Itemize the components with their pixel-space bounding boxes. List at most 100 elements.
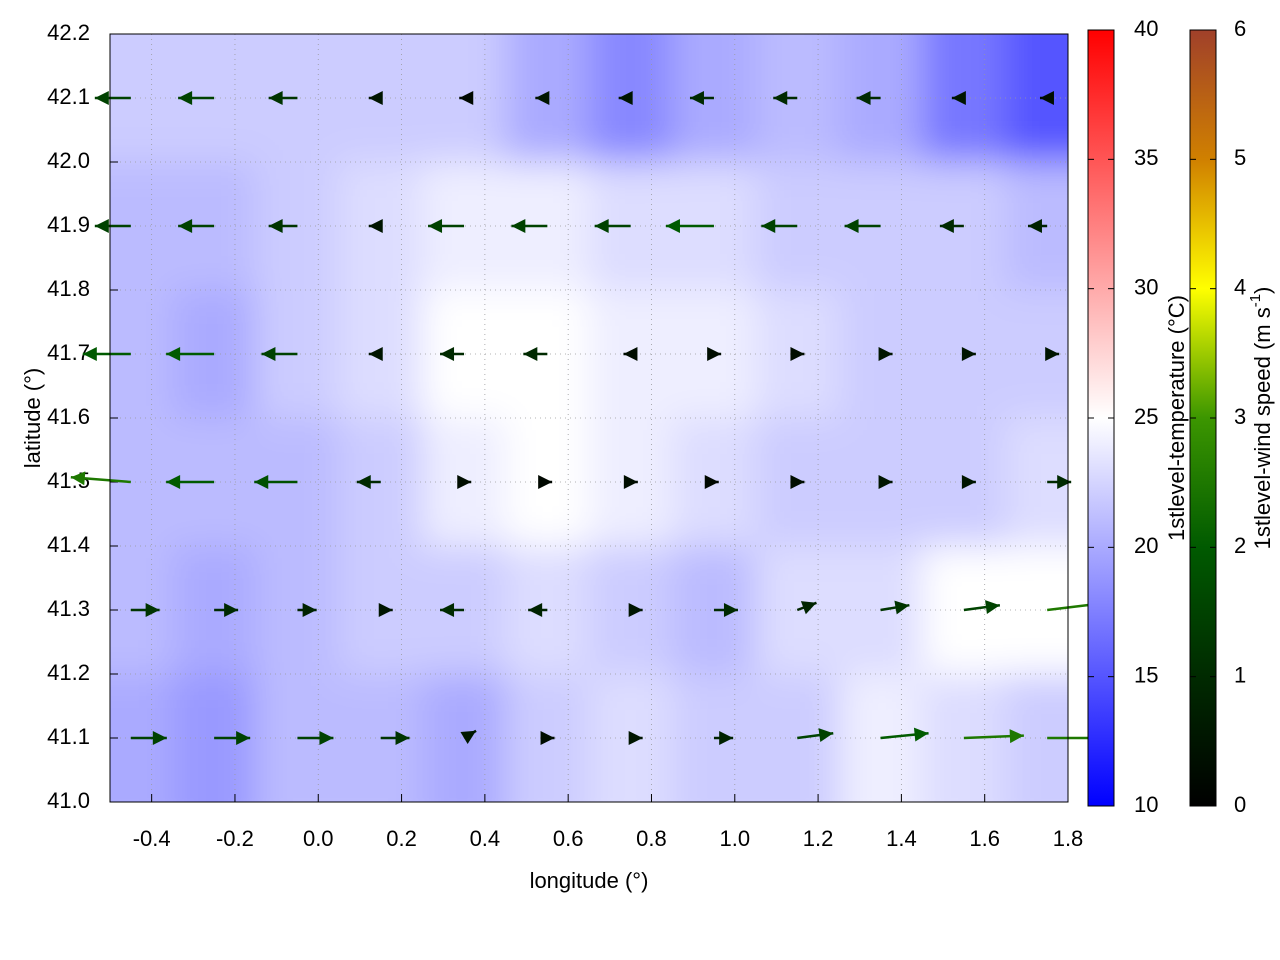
arrow-head [790,347,805,361]
arrow-head [894,600,910,615]
wind-arrow [356,475,381,489]
wind-arrow [535,91,550,105]
temperature-cell [672,34,756,162]
temperature-cell [589,674,673,802]
wind-arrow [844,219,881,233]
arrow-head [878,475,893,489]
wind-arrow [368,219,383,233]
arrow-head [145,603,160,617]
arrow-head [268,91,283,105]
temperature-cell [172,674,256,802]
wind-arrow [94,91,131,105]
arrow-head [152,731,167,745]
arrow-head [878,347,893,361]
arrow-head [178,91,193,105]
wind-arrow [790,347,805,361]
wind-arrow [297,603,317,617]
wind-arrow [460,729,477,745]
arrow-head [457,475,472,489]
wind-arrow [538,475,553,489]
temperature-cell [755,34,839,162]
wind-arrow [713,731,734,745]
arrow-head [460,730,477,745]
y-tick-label: 42.2 [47,20,90,45]
wind-arrow [961,347,976,361]
colorbar-tick-label: 20 [1134,533,1158,558]
arrow-head [844,219,859,233]
arrow-head [985,600,1000,614]
wind-arrow [951,91,966,105]
colorbar-tick-label: 4 [1234,274,1246,299]
x-axis-label: longitude (°) [530,868,649,893]
wind-arrow [1047,475,1072,489]
arrow-head [818,728,834,742]
temperature-cell [755,674,839,802]
y-tick-label: 41.7 [47,340,90,365]
arrow-head [440,603,455,617]
wind-label-text: 1stlevel-wind speed (m s [1250,307,1275,549]
temperature-cell [838,674,923,802]
temperature-cell [339,34,423,162]
arrow-head [94,91,109,105]
colorbar-tick-label: 15 [1134,662,1158,687]
colorbar-tick-label: 10 [1134,792,1158,817]
arrow-head [951,91,966,105]
arrow-head [704,475,719,489]
wind-arrow [1039,91,1054,105]
wind-arrow [878,347,893,361]
arrow-head [82,347,97,361]
x-tick-label: 0.0 [303,826,334,851]
arrow-head [913,727,929,742]
wind-arrow [880,600,910,615]
arrow-head [94,219,109,233]
wind-arrow [939,219,964,233]
arrow-head [628,731,643,745]
y-tick-label: 41.4 [47,532,90,557]
y-tick-label: 41.1 [47,724,90,749]
wind-arrow [963,600,1001,614]
arrow-head [178,219,193,233]
arrow-head [628,603,643,617]
wind-arrow [628,603,643,617]
arrow-head [961,347,976,361]
arrow-head [523,347,538,361]
arrow-head [961,475,976,489]
wind-arrow [70,471,131,486]
colorbar-tick-label: 5 [1234,145,1246,170]
arrow-head [665,219,680,233]
wind-arrow [790,475,805,489]
arrow-head [707,347,722,361]
wind-arrow [1045,347,1060,361]
arrow-head [70,471,86,486]
wind-arrow [380,731,410,745]
temperature-cell [422,34,506,162]
arrow-head [540,731,555,745]
x-tick-label: 1.8 [1053,826,1084,851]
wind-arrow [440,347,465,361]
arrow-head [719,731,734,745]
wind-colorbar-label: 1stlevel-wind speed (m s-1) [1247,287,1275,550]
wind-arrow [628,731,643,745]
x-tick-label: 1.4 [886,826,917,851]
colorbar-tick-label: 6 [1234,16,1246,41]
y-tick-label: 41.2 [47,660,90,685]
colorbar-tick-label: 25 [1134,404,1158,429]
arrow-head [224,603,239,617]
wind-arrow [378,603,393,617]
temperature-cell [505,34,589,162]
wind-arrow [459,91,474,105]
arrow-head [856,91,871,105]
wind-label-text: ) [1250,287,1275,294]
wind-arrow [368,347,383,361]
wind-arrow [797,728,834,742]
y-tick-label: 41.0 [47,788,90,813]
arrow-head [459,91,474,105]
arrow-head [800,601,817,615]
wind-arrow [523,347,548,361]
arrow-head [594,219,609,233]
wind-arrow [268,91,298,105]
arrow-head [236,731,251,745]
wind-arrow [878,475,893,489]
